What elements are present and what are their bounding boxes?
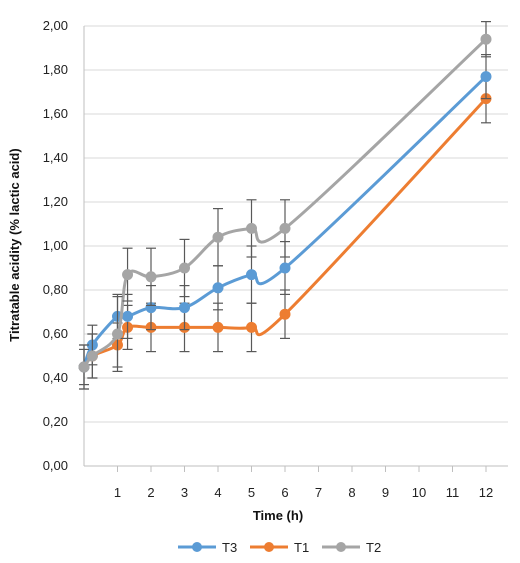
legend-label: T3 [222,540,237,555]
y-tick-label: 1,00 [43,238,68,253]
y-tick-label: 0,60 [43,326,68,341]
x-tick-label: 11 [446,485,460,500]
data-point [212,282,224,294]
data-point [122,310,134,322]
legend-label: T1 [294,540,309,555]
legend: T3 T1 T2 [178,540,381,555]
x-tick-labels: 1 2 3 4 5 6 7 8 9 10 11 12 [114,485,493,500]
legend-item-t2: T2 [322,540,381,555]
legend-label: T2 [366,540,381,555]
y-tick-label: 0,40 [43,370,68,385]
legend-item-t3: T3 [178,540,237,555]
data-point [86,350,98,362]
data-point [212,321,224,333]
legend-marker [192,542,202,552]
data-point [112,328,123,340]
data-point [279,262,291,274]
data-point [246,269,257,281]
legend-item-t1: T1 [250,540,309,555]
data-point [480,33,492,45]
series-t2 [78,21,492,390]
gridlines [84,25,508,467]
y-tick-label: 1,20 [43,194,68,209]
x-tick-label: 1 [114,485,121,500]
data-point [122,269,134,281]
legend-marker [336,542,346,552]
data-point [246,321,257,333]
data-point [179,262,190,274]
x-tick-label: 6 [281,485,288,500]
x-tick-label: 3 [181,485,188,500]
x-tick-label: 2 [147,485,154,500]
series-t3 [78,53,492,386]
x-tick-label: 4 [214,485,221,500]
x-tick-label: 10 [412,485,426,500]
data-point [279,222,291,234]
y-tick-labels: 0,00 0,20 0,40 0,60 0,80 1,00 1,20 1,40 1,60 1,80… [43,18,68,473]
data-point [78,361,90,373]
data-point [179,302,190,314]
y-tick-label: 1,60 [43,106,68,121]
x-tick-label: 9 [382,485,389,500]
series-layer [78,21,492,390]
y-tick-label: 1,40 [43,150,68,165]
data-point [480,71,492,83]
y-tick-label: 1,80 [43,62,68,77]
data-point [145,271,157,283]
x-tick-label: 5 [248,485,255,500]
x-tick-label: 8 [348,485,355,500]
x-tick-label: 7 [315,485,322,500]
data-point [246,222,257,234]
legend-marker [264,542,274,552]
x-axis-title: Time (h) [253,508,303,523]
data-point [212,231,224,243]
y-tick-label: 0,20 [43,414,68,429]
x-tick-label: 12 [479,485,493,500]
y-tick-label: 0,80 [43,282,68,297]
y-axis-title: Titratable acidity (% lactic acid) [7,148,22,341]
data-point [279,308,291,320]
axes [83,26,508,472]
y-tick-label: 2,00 [43,18,68,33]
y-tick-label: 0,00 [43,458,68,473]
